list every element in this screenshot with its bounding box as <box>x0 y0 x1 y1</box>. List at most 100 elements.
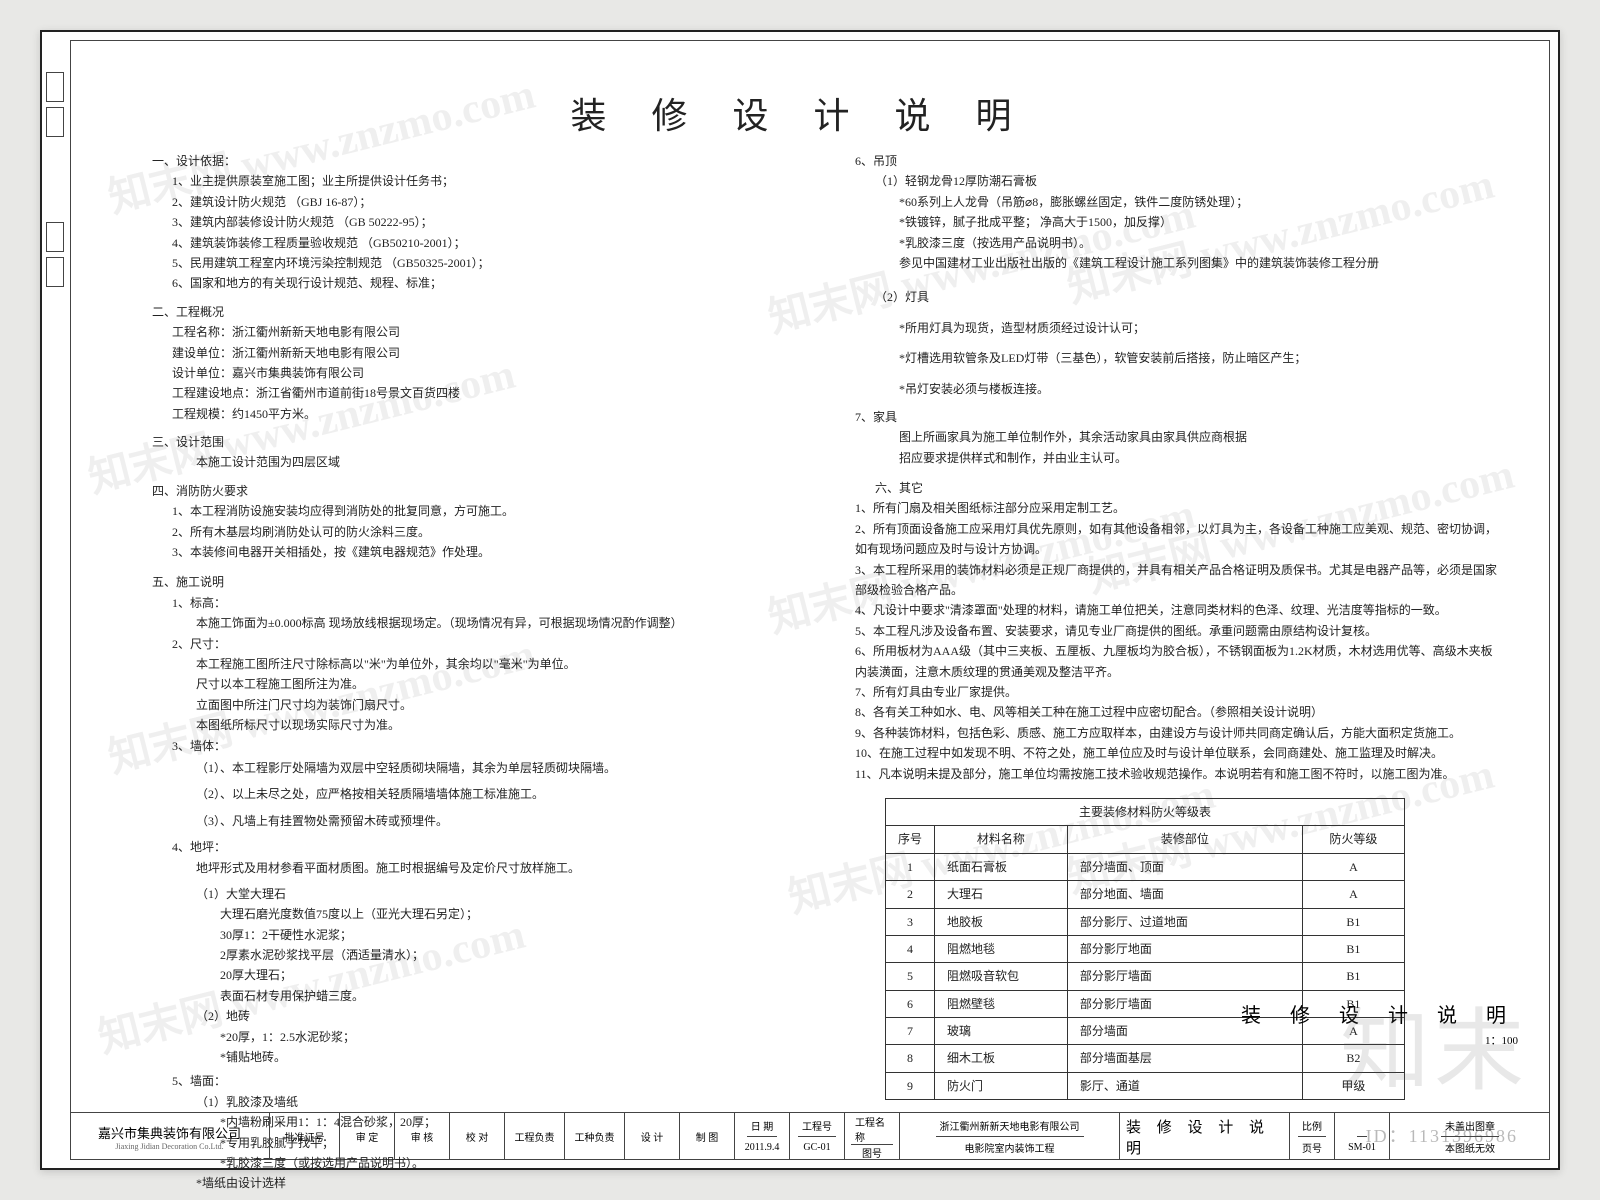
proj2: 电影院室内装饰工程 <box>961 1137 1059 1158</box>
sec5-3a: （1）、本工程影厅处隔墙为双层中空轻质砌块隔墙，其余为单层轻质砌块隔墙。 <box>152 758 795 778</box>
sec5-1: 本施工饰面为±0.000标高 现场放线根据现场定。（现场情况有异，可根据现场情况… <box>152 613 795 633</box>
sec6-2c: *吊灯安装必须与楼板连接。 <box>855 379 1498 399</box>
sec5-4-1e: 表面石材专用保护蜡三度。 <box>152 986 795 1006</box>
sec7-1: 图上所画家具为施工单位制作外，其余活动家具由家具供应商根据 <box>855 427 1498 447</box>
table-row: 4阻燃地毯部分影厅地面B1 <box>886 935 1405 962</box>
company-cn: 嘉兴市集典装饰有限公司 <box>98 1123 241 1142</box>
sec5-4: 地坪形式及用材参看平面材质图。施工时根据编号及定价尺寸放样施工。 <box>152 858 795 878</box>
sec2-item: 建设单位：浙江衢州新新天地电影有限公司 <box>152 343 795 363</box>
sec5-4-2a: *20厚，1：2.5水泥砂浆； <box>152 1027 795 1047</box>
company-en: Jiaxing Jidian Decoration Co.Ltd. <box>115 1142 223 1151</box>
th-grade: 防火等级 <box>1302 826 1404 853</box>
sheet-title: 装 修 设 计 说 明 <box>1120 1113 1290 1160</box>
table-row: 8细木工板部分墙面基层B2 <box>886 1045 1405 1072</box>
sec8-head: 六、其它 <box>855 478 1498 498</box>
drawing-sheet: 知末网 www.znzmo.com 知末网 www.znzmo.com 知末网 … <box>40 30 1560 1170</box>
content-columns: 一、设计依据： 1、业主提供原装室施工图；业主所提供设计任务书； 2、建筑设计防… <box>152 147 1498 1078</box>
fire-caption: 主要装修材料防火等级表 <box>886 798 1405 825</box>
sec8-7: 7、所有灯具由专业厂家提供。 <box>855 682 1498 702</box>
sec2-head: 二、工程概况 <box>152 302 795 322</box>
sec5-2d: 本图纸所标尺寸以现场实际尺寸为准。 <box>152 715 795 735</box>
proj1: 浙江衢州新新天地电影有限公司 <box>936 1115 1084 1137</box>
note2: 本图纸无效 <box>1441 1137 1499 1158</box>
sec8-4: 4、凡设计中要求"清漆罩面"处理的材料，请施工单位把关，注意同类材料的色泽、纹理… <box>855 600 1498 620</box>
sec5-5-1d: *墙纸由设计选样 <box>152 1173 795 1193</box>
sec5-3c: （3）、凡墙上有挂置物处需预留木砖或预埋件。 <box>152 811 795 831</box>
sec5-2a: 本工程施工图所注尺寸除标高以"米"为单位外，其余均以"毫米"为单位。 <box>152 654 795 674</box>
sec8-2: 2、所有顶面设备施工应采用灯具优先原则，如有其他设备相邻，以灯具为主，各设备工种… <box>855 519 1498 560</box>
sec5-4h: 4、地坪： <box>152 837 795 857</box>
sec1-item: 3、建筑内部装修设计防火规范 （GB 50222-95）； <box>152 212 795 232</box>
sec8-8: 8、各有关工种如水、电、风等相关工种在施工过程中应密切配合。（参照相关设计说明） <box>855 702 1498 722</box>
sec5-2h: 2、尺寸： <box>152 634 795 654</box>
sec6-1a: *60系列上人龙骨（吊筋⌀8，膨胀螺丝固定，铁件二度防锈处理）； <box>855 192 1498 212</box>
sec4-item: 3、本装修间电器开关相插处，按《建筑电器规范》作处理。 <box>152 542 795 562</box>
sec8-3: 3、本工程所采用的装饰材料必须是正规厂商提供的，并具有相关产品合格证明及质保书。… <box>855 560 1498 601</box>
table-row: 9防火门影厅、通道甲级 <box>886 1072 1405 1099</box>
sec7-2: 招应要求提供样式和制作，并由业主认可。 <box>855 448 1498 468</box>
left-column: 一、设计依据： 1、业主提供原装室施工图；业主所提供设计任务书； 2、建筑设计防… <box>152 147 795 1078</box>
sec4-item: 2、所有木基层均刷消防处认可的防火涂料三度。 <box>152 522 795 542</box>
fire-rating-table: 主要装修材料防火等级表 序号 材料名称 装修部位 防火等级 1纸面石膏板部分墙面… <box>885 798 1405 1100</box>
lbl-projno: 工程号 <box>798 1115 836 1137</box>
sec5-3h: 3、墙体： <box>152 736 795 756</box>
lbl-draw: 制 图 <box>680 1113 735 1160</box>
lbl-scale: 比例 <box>1298 1115 1326 1137</box>
sec5-4-1d: 20厚大理石； <box>152 965 795 985</box>
sec6-2b: *灯槽选用软管条及LED灯带（三基色），软管安装前后搭接，防止暗区产生； <box>855 348 1498 368</box>
sec1-item: 5、民用建筑工程室内环境污染控制规范 （GB50325-2001）； <box>152 253 795 273</box>
sec6-1h: （1）轻钢龙骨12厚防潮石膏板 <box>855 171 1498 191</box>
sec1-item: 4、建筑装饰装修工程质量验收规范 （GB50210-2001）； <box>152 233 795 253</box>
sec3-item: 本施工设计范围为四层区域 <box>152 452 795 472</box>
table-header-row: 序号 材料名称 装修部位 防火等级 <box>886 826 1405 853</box>
document-title: 装 修 设 计 说 明 <box>42 87 1558 139</box>
sec7-head: 7、家具 <box>855 407 1498 427</box>
sec5-4-1b: 30厚1：2干硬性水泥浆； <box>152 925 795 945</box>
th-index: 序号 <box>886 826 935 853</box>
lbl-proof: 校 对 <box>450 1113 505 1160</box>
sec5-2b: 尺寸以本工程施工图所注为准。 <box>152 674 795 694</box>
sec5-4-1h: （1）大堂大理石 <box>152 884 795 904</box>
sec1-item: 2、建筑设计防火规范 （GBJ 16-87）； <box>152 192 795 212</box>
sec6-2a: *所用灯具为现货，造型材质须经过设计认可； <box>855 318 1498 338</box>
lbl-date: 日 期 <box>747 1115 778 1137</box>
sec5-4-1a: 大理石磨光度数值75度以上（亚光大理石另定）； <box>152 904 795 924</box>
lbl-arch: 工种负责 <box>565 1113 625 1160</box>
table-row: 3地胶板部分影厅、过道地面B1 <box>886 908 1405 935</box>
margin-marks <box>46 32 66 1168</box>
sec6-1c: *乳胶漆三度（按选用产品说明书）。 <box>855 233 1498 253</box>
sec4-head: 四、消防防火要求 <box>152 481 795 501</box>
sec8-1: 1、所有门扇及相关图纸标注部分应采用定制工艺。 <box>855 498 1498 518</box>
sec8-5: 5、本工程凡涉及设备布置、安装要求，请见专业厂商提供的图纸。承重问题需由原结构设… <box>855 621 1498 641</box>
titleblock: 嘉兴市集典装饰有限公司 Jiaxing Jidian Decoration Co… <box>70 1112 1550 1160</box>
sec3-head: 三、设计范围 <box>152 432 795 452</box>
sec8-9: 9、各种装饰材料，包括色彩、质感、施工方应取样本，由建设方与设计师共同商定确认后… <box>855 723 1498 743</box>
val-projno: GC-01 <box>799 1137 834 1158</box>
table-row: 1纸面石膏板部分墙面、顶面A <box>886 853 1405 880</box>
sec8-6: 6、所用板材为AAA级（其中三夹板、五厘板、九厘板均为胶合板），不锈钢面板为1.… <box>855 641 1498 682</box>
sec5-head: 五、施工说明 <box>152 572 795 592</box>
side-scale: 1：100 <box>1485 1032 1518 1048</box>
sec5-2c: 立面图中所注门尺寸均为装饰门扇尺寸。 <box>152 695 795 715</box>
sec6-1d: 参见中国建材工业出版社出版的《建筑工程设计施工系列图集》中的建筑装饰装修工程分册 <box>855 253 1498 273</box>
fire-table-wrap: 主要装修材料防火等级表 序号 材料名称 装修部位 防火等级 1纸面石膏板部分墙面… <box>855 798 1498 1100</box>
sec5-1h: 1、标高： <box>152 593 795 613</box>
sec8-11: 11、凡本说明未提及部分，施工单位均需按施工技术验收规范操作。本说明若有和施工图… <box>855 764 1498 784</box>
sec5-4-1c: 2厚素水泥砂浆找平层（洒适量清水）； <box>152 945 795 965</box>
sec2-item: 工程名称：浙江衢州新新天地电影有限公司 <box>152 322 795 342</box>
sec5-5-1h: （1）乳胶漆及墙纸 <box>152 1092 795 1112</box>
side-sheet-title: 装 修 设 计 说 明 <box>1241 999 1518 1028</box>
lbl-review: 审 核 <box>395 1113 450 1160</box>
val-sheetno: SM-01 <box>1344 1137 1380 1158</box>
sec4-item: 1、本工程消防设施安装均应得到消防处的批复同意，方可施工。 <box>152 501 795 521</box>
sec2-item: 设计单位：嘉兴市集典装饰有限公司 <box>152 363 795 383</box>
val-date: 2011.9.4 <box>741 1137 784 1158</box>
sec2-item: 工程规模：约1450平方米。 <box>152 404 795 424</box>
sec5-3b: （2）、以上未尽之处，应严格按相关轻质隔墙墙体施工标准施工。 <box>152 784 795 804</box>
sec5-4-2b: *铺贴地砖。 <box>152 1047 795 1067</box>
lbl-projname: 工程名称 <box>851 1114 893 1145</box>
sec6-2h: （2）灯具 <box>855 287 1498 307</box>
lbl-sheetno: 图号 <box>858 1145 886 1160</box>
sec5-4-2h: （2）地砖 <box>152 1006 795 1026</box>
lbl-pm: 工程负责 <box>505 1113 565 1160</box>
